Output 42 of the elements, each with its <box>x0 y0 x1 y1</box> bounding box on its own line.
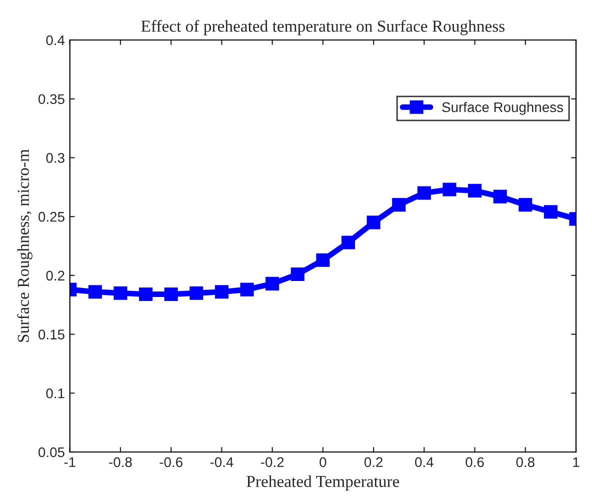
y-tick-label: 0.4 <box>46 35 65 46</box>
point <box>214 285 228 299</box>
x-tick-label: 0.4 <box>415 457 434 468</box>
point <box>366 216 380 230</box>
point <box>190 286 204 300</box>
point <box>290 267 304 282</box>
y-tick-label: 0.15 <box>38 330 64 340</box>
point <box>341 236 356 250</box>
y-tick-label: 0.35 <box>38 94 64 104</box>
x-tick-label: 1 <box>573 457 580 467</box>
x-axis-title: Preheated Temperature <box>246 475 400 490</box>
point <box>164 287 178 302</box>
y-tick-label: 0.05 <box>38 447 64 458</box>
y-axis-title: Surface Roughness, micro-m <box>17 149 32 342</box>
point <box>442 182 456 196</box>
point <box>316 253 330 267</box>
x-tick-label: -0.2 <box>260 457 284 468</box>
point <box>266 276 280 290</box>
y-tick-label: 0.2 <box>46 270 64 281</box>
point <box>88 285 102 299</box>
x-tick-label: -0.8 <box>109 457 132 468</box>
x-tick-label: -1 <box>64 457 76 467</box>
chart-title: Effect of preheated temperature on Surface Roughness <box>141 20 505 36</box>
point <box>114 286 128 300</box>
point <box>392 198 406 212</box>
point <box>468 184 482 198</box>
y-tick-label: 0.1 <box>46 388 64 398</box>
point <box>518 198 532 212</box>
x-tick-label: 0.8 <box>516 457 534 468</box>
legend-label: Surface Roughness <box>442 102 564 115</box>
y-tick-label: 0.3 <box>46 153 64 163</box>
point <box>544 205 558 219</box>
x-tick-label: 0.2 <box>364 457 383 468</box>
point <box>240 282 254 296</box>
x-tick-label: 0.6 <box>466 457 484 468</box>
y-tick-label: 0.25 <box>38 212 64 222</box>
x-tick-label: 0 <box>320 457 326 468</box>
point <box>493 190 507 204</box>
point <box>139 287 153 302</box>
point <box>417 186 431 200</box>
x-tick-label: -0.4 <box>210 457 234 468</box>
x-tick-label: -0.6 <box>160 457 182 468</box>
